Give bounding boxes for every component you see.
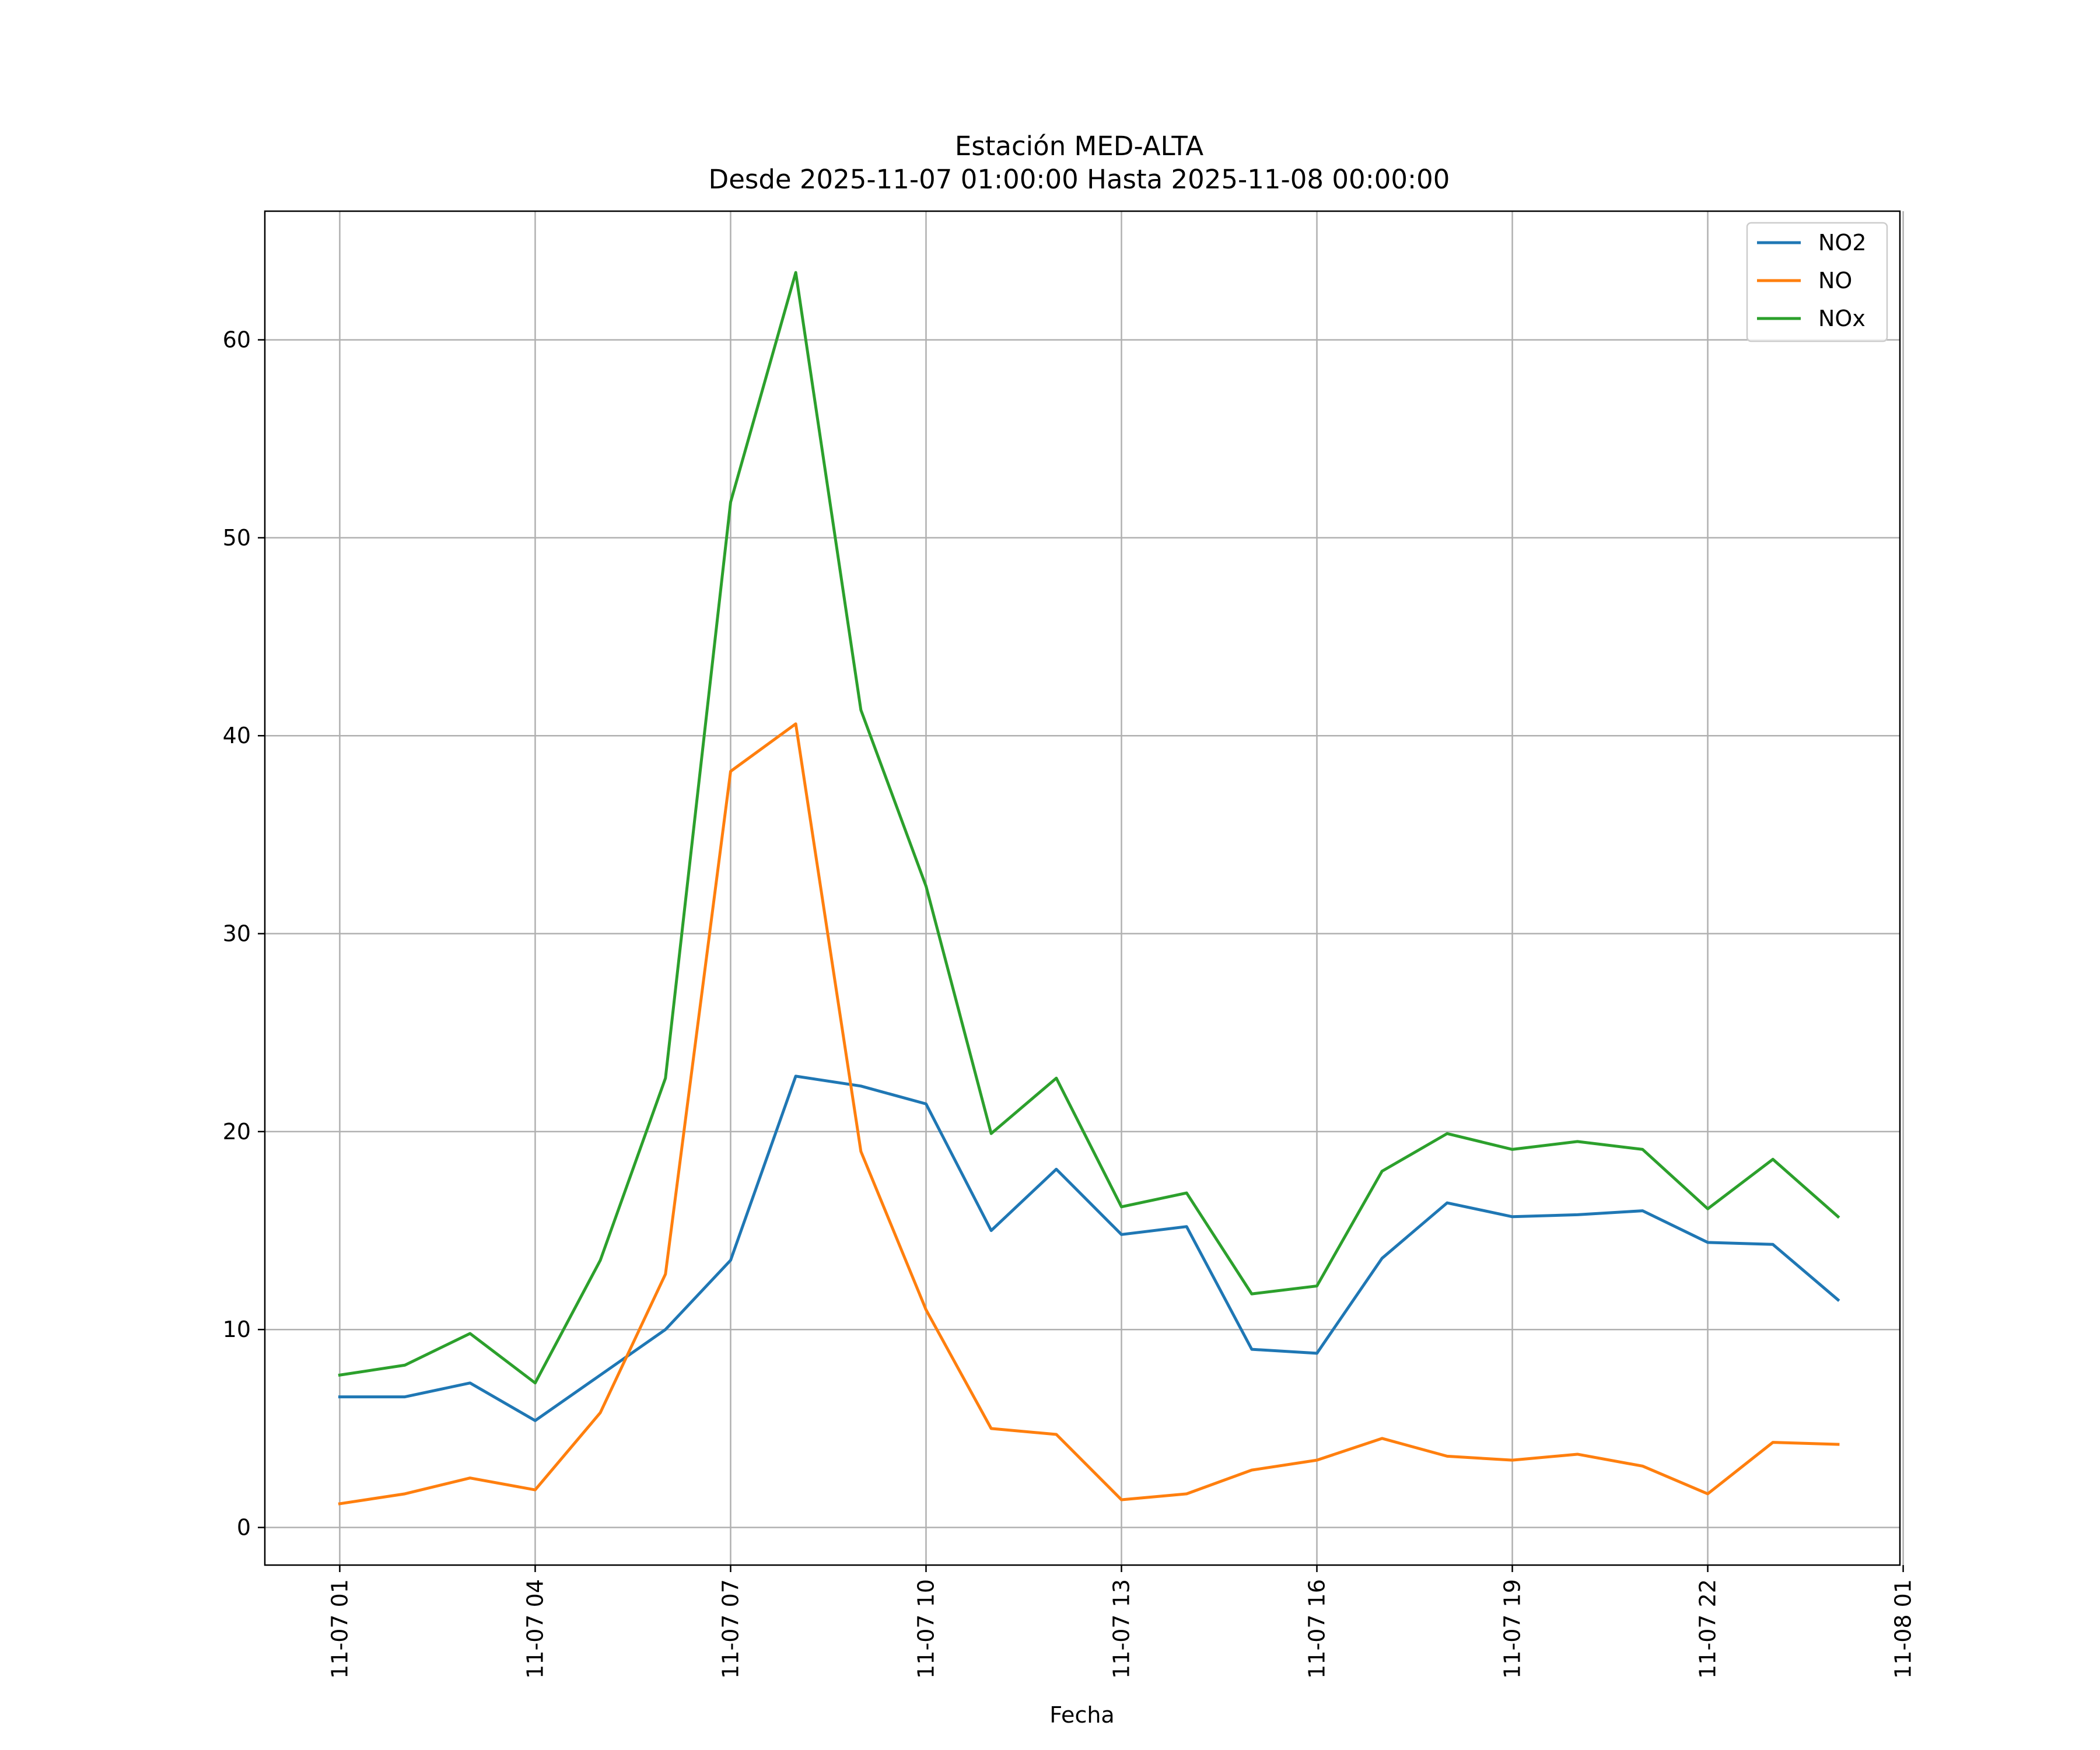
series-lines [338, 271, 1840, 1506]
x-axis-label: Fecha [1049, 1702, 1114, 1728]
y-tick-label: 50 [223, 525, 251, 551]
x-tick-label: 11-07 16 [1304, 1579, 1330, 1679]
x-tick-label: 11-07 19 [1500, 1579, 1525, 1679]
x-tick-label: 11-08 01 [1891, 1579, 1916, 1679]
series-line-no [338, 722, 1840, 1506]
x-tick-label: 11-07 22 [1695, 1579, 1721, 1679]
x-tick-label: 11-07 10 [913, 1579, 939, 1679]
axis-ticks: 11-07 01 11-07 04 11-07 07 11-07 10 11-07 13… [223, 327, 1916, 1679]
x-tick-label: 11-07 01 [327, 1579, 352, 1679]
legend-box [1746, 222, 1888, 342]
y-tick-label: 30 [223, 921, 251, 947]
x-tick-label: 11-07 13 [1109, 1579, 1135, 1679]
grid [265, 211, 1904, 1565]
series-line-no2 [338, 1074, 1840, 1422]
x-tick-label: 11-07 07 [718, 1579, 743, 1679]
legend: NO2 NO NOx [1746, 222, 1888, 342]
y-tick-label: 20 [223, 1119, 251, 1144]
series-line-nox [338, 271, 1840, 1385]
y-tick-label: 10 [223, 1317, 251, 1342]
legend-label-nox: NOx [1818, 306, 1866, 331]
chart-title: Estación MED-ALTA [955, 131, 1204, 162]
legend-label-no2: NO2 [1818, 230, 1867, 256]
legend-label-no: NO [1818, 268, 1852, 293]
chart-subtitle: Desde 2025-11-07 01:00:00 Hasta 2025-11-… [709, 164, 1450, 195]
y-tick-label: 60 [223, 327, 251, 353]
y-tick-label: 0 [237, 1515, 251, 1541]
y-tick-label: 40 [223, 723, 251, 748]
x-tick-label: 11-07 04 [522, 1579, 548, 1679]
plot-frame [264, 210, 1901, 1566]
